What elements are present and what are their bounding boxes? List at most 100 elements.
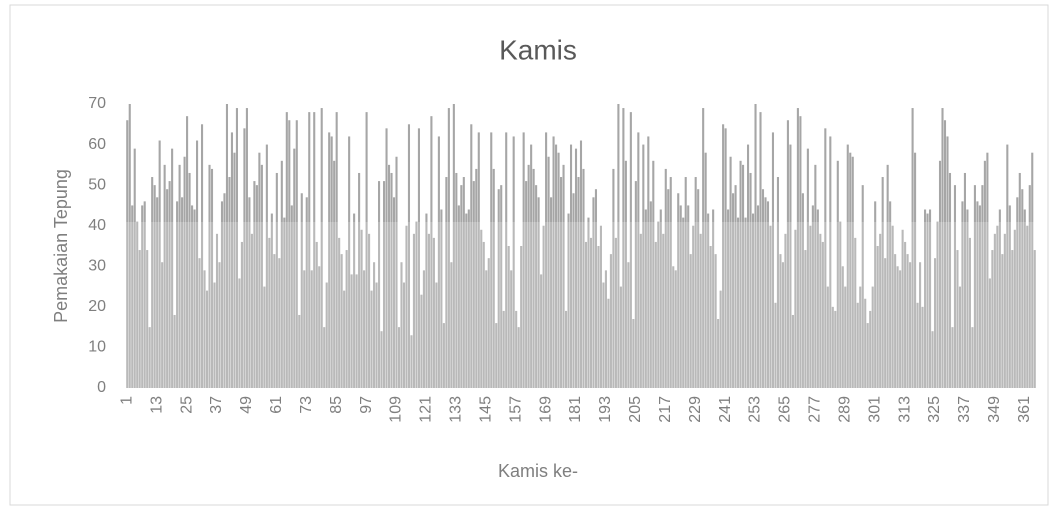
bar bbox=[131, 205, 134, 388]
bar bbox=[592, 197, 595, 388]
bar bbox=[689, 254, 692, 388]
bar bbox=[963, 172, 966, 388]
bar bbox=[305, 197, 308, 388]
bars bbox=[126, 104, 1036, 389]
bar bbox=[926, 213, 929, 388]
x-tick-label: 133 bbox=[448, 396, 465, 423]
bar bbox=[834, 310, 837, 388]
bar bbox=[485, 270, 488, 388]
bar bbox=[896, 266, 899, 388]
bar bbox=[804, 250, 807, 388]
bar bbox=[161, 262, 164, 388]
bar bbox=[732, 193, 735, 388]
bar bbox=[495, 323, 498, 388]
bar bbox=[148, 327, 151, 388]
bar bbox=[370, 290, 373, 388]
bar bbox=[562, 164, 565, 388]
bar bbox=[859, 286, 862, 388]
bar bbox=[365, 112, 368, 388]
bar bbox=[894, 254, 897, 388]
bar bbox=[303, 270, 306, 388]
x-tick-label: 205 bbox=[627, 396, 644, 423]
bar bbox=[345, 250, 348, 388]
bar bbox=[599, 225, 602, 388]
bar bbox=[363, 270, 366, 388]
bar bbox=[200, 124, 204, 389]
bar bbox=[407, 124, 411, 389]
bar bbox=[525, 181, 528, 388]
bar bbox=[360, 229, 363, 388]
bar bbox=[1001, 254, 1004, 388]
bar bbox=[133, 148, 136, 388]
x-tick-label: 301 bbox=[866, 396, 883, 423]
bar bbox=[781, 262, 784, 388]
chart-title: Kamis bbox=[499, 34, 577, 65]
bar bbox=[440, 209, 443, 388]
x-tick-label: 157 bbox=[507, 396, 524, 423]
bar bbox=[966, 209, 969, 388]
bar bbox=[826, 286, 829, 388]
bar bbox=[380, 331, 383, 388]
bar bbox=[373, 262, 376, 388]
bar bbox=[280, 160, 283, 388]
bar bbox=[415, 221, 418, 388]
bar bbox=[143, 201, 146, 388]
bar bbox=[634, 181, 637, 388]
bar bbox=[235, 108, 238, 389]
bar bbox=[1016, 197, 1019, 388]
bar bbox=[682, 217, 685, 388]
bar bbox=[250, 233, 253, 388]
bar bbox=[684, 177, 687, 388]
x-tick-label: 361 bbox=[1016, 396, 1033, 423]
bar bbox=[482, 241, 485, 388]
bar bbox=[505, 132, 508, 388]
bar bbox=[901, 229, 904, 388]
bar bbox=[395, 156, 398, 388]
bar bbox=[884, 258, 887, 388]
bar bbox=[555, 144, 558, 388]
bar bbox=[318, 266, 321, 388]
bar bbox=[213, 282, 216, 388]
bar bbox=[522, 132, 525, 388]
bar bbox=[961, 201, 964, 388]
bar bbox=[293, 148, 296, 388]
bar bbox=[547, 156, 550, 388]
bar bbox=[864, 298, 867, 388]
bar bbox=[470, 124, 473, 389]
bar bbox=[1006, 144, 1009, 388]
bar bbox=[275, 172, 278, 388]
x-tick-label: 277 bbox=[807, 396, 824, 423]
y-tick-label: 50 bbox=[88, 176, 106, 193]
x-tick-label: 61 bbox=[268, 396, 285, 414]
bar bbox=[335, 112, 338, 388]
bar bbox=[889, 201, 892, 388]
bar bbox=[455, 172, 458, 388]
bar bbox=[552, 136, 555, 388]
bar bbox=[487, 258, 490, 388]
bar bbox=[587, 217, 590, 388]
bar bbox=[183, 156, 186, 388]
bar bbox=[447, 108, 450, 389]
bar bbox=[156, 197, 159, 388]
bar bbox=[998, 209, 1001, 388]
bar bbox=[450, 262, 453, 388]
bar bbox=[609, 254, 612, 388]
bar bbox=[667, 189, 670, 388]
bar bbox=[510, 270, 513, 388]
x-tick-label: 217 bbox=[657, 396, 674, 423]
bar bbox=[814, 164, 817, 388]
bar bbox=[146, 250, 149, 388]
bar bbox=[1003, 233, 1006, 388]
bar bbox=[697, 189, 700, 388]
bar bbox=[270, 213, 273, 388]
bar bbox=[791, 314, 794, 388]
bar bbox=[991, 250, 994, 388]
bar bbox=[315, 241, 318, 388]
bar bbox=[400, 262, 403, 388]
watermark bbox=[126, 222, 1036, 388]
bar bbox=[290, 205, 293, 388]
bar bbox=[265, 144, 268, 388]
bar bbox=[430, 116, 433, 389]
bar bbox=[737, 217, 740, 388]
bar bbox=[191, 205, 194, 388]
